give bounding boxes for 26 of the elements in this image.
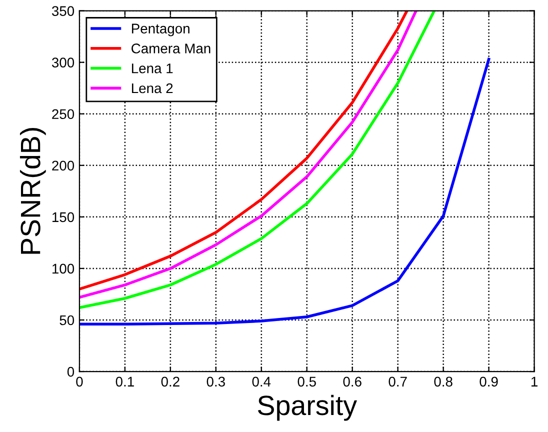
y-axis-title: PSNR(dB) xyxy=(20,128,46,254)
x-tick-label: 0.8 xyxy=(434,376,452,387)
x-tick-label: 0 xyxy=(76,376,83,387)
y-tick-label: 350 xyxy=(52,6,74,16)
legend-label: Lena 2 xyxy=(132,83,173,94)
y-tick-label: 300 xyxy=(52,58,74,68)
y-tick-label: 0 xyxy=(67,366,74,377)
y-tick-label: 200 xyxy=(52,160,74,171)
x-tick-label: 0.3 xyxy=(206,376,225,387)
legend-label: Lena 1 xyxy=(132,64,173,74)
line-series xyxy=(79,58,490,326)
y-tick-label: 50 xyxy=(60,315,74,326)
x-tick-label: 0.2 xyxy=(161,376,180,387)
y-tick-label: 250 xyxy=(52,109,74,120)
x-axis-title: Sparsity xyxy=(258,394,357,421)
x-tick-label: 0.5 xyxy=(298,376,316,387)
x-tick-label: 0.6 xyxy=(343,376,362,387)
y-tick-label: 150 xyxy=(52,212,74,222)
legend-label: Pentagon xyxy=(132,24,190,36)
x-tick-label: 0.1 xyxy=(116,376,134,387)
x-tick-label: 1 xyxy=(531,376,538,386)
legend-label: Camera Man xyxy=(132,44,210,54)
x-tick-label: 0.4 xyxy=(252,376,271,387)
y-tick-label: 100 xyxy=(52,264,74,274)
x-tick-label: 0.7 xyxy=(388,376,407,387)
x-tick-label: 0.9 xyxy=(480,376,498,387)
